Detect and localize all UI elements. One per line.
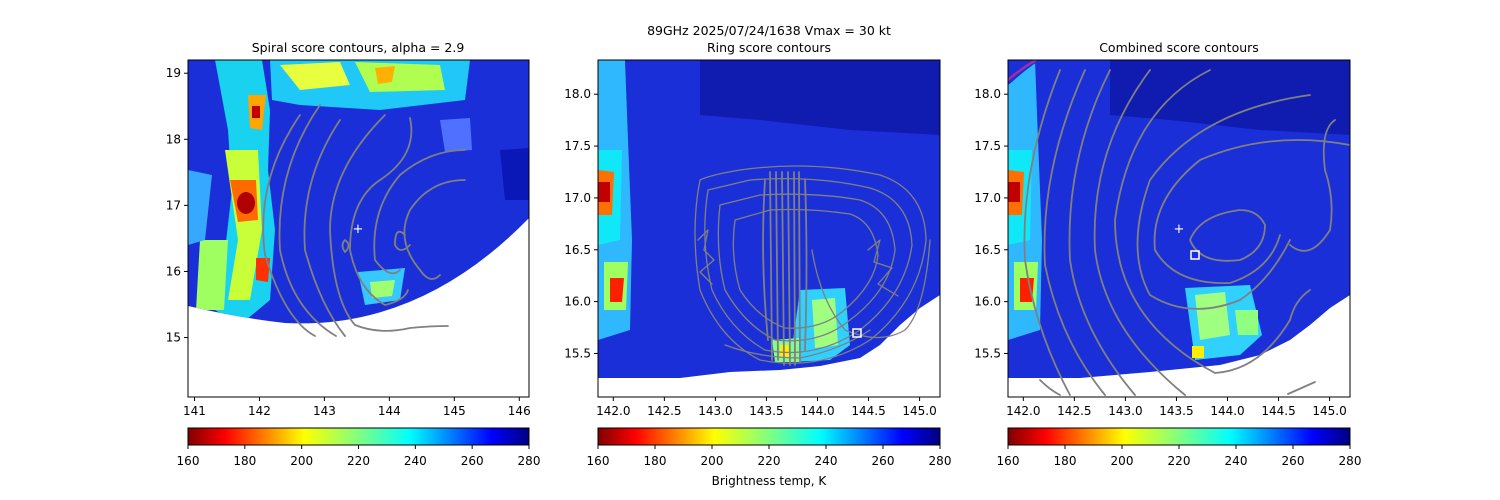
x-tick-label: 143.5 bbox=[1159, 404, 1193, 418]
y-tick-label: 17.0 bbox=[974, 191, 1001, 205]
y-tick-label: 17.5 bbox=[974, 139, 1001, 153]
colorbar-tick-label: 180 bbox=[1054, 454, 1077, 468]
colorbar-tick-label: 260 bbox=[872, 454, 895, 468]
colorbar-tick-label: 280 bbox=[929, 454, 952, 468]
y-tick-label: 16.0 bbox=[974, 295, 1001, 309]
colorbar-ring: 160 180 200 220 240 260 280 bbox=[587, 427, 952, 468]
x-tick-label: 144.0 bbox=[800, 404, 834, 418]
ring-contours bbox=[694, 165, 931, 366]
spiral-heatmap bbox=[188, 60, 529, 324]
colorbar-tick-label: 240 bbox=[404, 454, 427, 468]
y-tick-label: 16.5 bbox=[564, 243, 591, 257]
colorbar-tick-label: 280 bbox=[1339, 454, 1362, 468]
combined-heatmap bbox=[1008, 60, 1350, 378]
x-tick-label: 141 bbox=[183, 404, 206, 418]
x-tick-label: 146 bbox=[508, 404, 531, 418]
colorbar-tick-label: 180 bbox=[233, 454, 256, 468]
y-tick-label: 16.0 bbox=[564, 295, 591, 309]
ring-x-ticks: 142.0 142.5 143.0 143.5 144.0 144.5 145.0 bbox=[596, 397, 937, 418]
combined-center-marker: + bbox=[1174, 222, 1185, 237]
panel-combined: Combined score contours bbox=[974, 40, 1351, 418]
colorbar-ring-ticks: 160 180 200 220 240 260 280 bbox=[587, 445, 952, 468]
colorbar-tick-label: 200 bbox=[290, 454, 313, 468]
y-tick-label: 18.0 bbox=[974, 87, 1001, 101]
spiral-center-marker: + bbox=[353, 222, 364, 237]
y-tick-label: 15 bbox=[166, 331, 181, 345]
colorbar-combined-ticks: 160 180 200 220 240 260 280 bbox=[997, 445, 1362, 468]
combined-x-ticks: 142.0 142.5 143.0 143.5 144.0 144.5 145.0 bbox=[1006, 397, 1347, 418]
colorbar-tick-label: 200 bbox=[1111, 454, 1134, 468]
x-tick-label: 142.0 bbox=[596, 404, 630, 418]
x-tick-label: 143.0 bbox=[1108, 404, 1142, 418]
y-tick-label: 17.0 bbox=[564, 191, 591, 205]
x-tick-label: 144.5 bbox=[851, 404, 885, 418]
colorbar-spiral: 160 180 200 220 240 260 280 bbox=[177, 427, 541, 468]
colorbar-label: Brightness temp, K bbox=[712, 474, 828, 488]
colorbar-tick-label: 160 bbox=[997, 454, 1020, 468]
panel-ring: Ring score contours bbox=[564, 40, 941, 418]
ring-y-ticks: 15.5 16.0 16.5 17.0 17.5 18.0 bbox=[564, 87, 598, 360]
colorbar-tick-label: 260 bbox=[1282, 454, 1305, 468]
combined-square-marker bbox=[1190, 250, 1200, 260]
x-tick-label: 144 bbox=[378, 404, 401, 418]
x-tick-label: 143 bbox=[313, 404, 336, 418]
ring-image-area bbox=[598, 60, 940, 378]
combined-edge-line bbox=[1008, 60, 1037, 81]
y-tick-label: 17 bbox=[166, 198, 181, 212]
y-tick-label: 16.5 bbox=[974, 243, 1001, 257]
x-tick-label: 142.5 bbox=[647, 404, 681, 418]
x-tick-label: 143.5 bbox=[749, 404, 783, 418]
y-tick-label: 18.0 bbox=[564, 87, 591, 101]
colorbar-tick-label: 220 bbox=[758, 454, 781, 468]
x-tick-label: 145 bbox=[443, 404, 466, 418]
colorbar-tick-label: 160 bbox=[177, 454, 200, 468]
colorbar-tick-label: 280 bbox=[518, 454, 541, 468]
colorbar-tick-label: 160 bbox=[587, 454, 610, 468]
x-tick-label: 144.5 bbox=[1261, 404, 1295, 418]
panel-title-ring: Ring score contours bbox=[707, 40, 831, 55]
spiral-y-ticks: 15 16 17 18 19 bbox=[166, 66, 188, 345]
panel-spiral: Spiral score contours, alpha = 2.9 bbox=[166, 40, 531, 418]
combined-y-ticks: 15.5 16.0 16.5 17.0 17.5 18.0 bbox=[974, 87, 1008, 360]
colorbar-tick-label: 220 bbox=[1168, 454, 1191, 468]
spiral-image-area: + bbox=[188, 60, 529, 337]
x-tick-label: 142.5 bbox=[1057, 404, 1091, 418]
panel-title-spiral: Spiral score contours, alpha = 2.9 bbox=[252, 40, 465, 55]
colorbar-combined: 160 180 200 220 240 260 280 bbox=[997, 427, 1362, 468]
spiral-axes-frame bbox=[187, 59, 530, 398]
colorbar-tick-label: 240 bbox=[1225, 454, 1248, 468]
x-tick-label: 145.0 bbox=[1312, 404, 1346, 418]
colorbar-spiral-ticks: 160 180 200 220 240 260 280 bbox=[177, 445, 541, 468]
ring-heatmap bbox=[598, 60, 940, 378]
ring-axes-frame bbox=[597, 59, 941, 398]
x-tick-label: 143.0 bbox=[698, 404, 732, 418]
x-tick-label: 145.0 bbox=[902, 404, 936, 418]
colorbar-tick-label: 240 bbox=[815, 454, 838, 468]
panel-title-combined: Combined score contours bbox=[1099, 40, 1259, 55]
colorbar-tick-label: 260 bbox=[461, 454, 484, 468]
y-tick-label: 15.5 bbox=[564, 346, 591, 360]
y-tick-label: 15.5 bbox=[974, 346, 1001, 360]
x-tick-label: 144.0 bbox=[1210, 404, 1244, 418]
combined-axes-frame bbox=[1007, 59, 1351, 398]
colorbar-tick-label: 220 bbox=[347, 454, 370, 468]
spiral-contours bbox=[262, 104, 466, 337]
combined-contours bbox=[1023, 69, 1350, 396]
suptitle: 89GHz 2025/07/24/1638 Vmax = 30 kt bbox=[647, 23, 891, 38]
x-tick-label: 142.0 bbox=[1006, 404, 1040, 418]
colorbar-tick-label: 200 bbox=[701, 454, 724, 468]
colorbar-tick-label: 180 bbox=[644, 454, 667, 468]
y-tick-label: 17.5 bbox=[564, 139, 591, 153]
x-tick-label: 142 bbox=[248, 404, 271, 418]
y-tick-label: 16 bbox=[166, 264, 181, 278]
y-tick-label: 18 bbox=[166, 132, 181, 146]
y-tick-label: 19 bbox=[166, 66, 181, 80]
spiral-x-ticks: 141 142 143 144 145 146 bbox=[183, 397, 531, 418]
combined-image-area: + bbox=[1008, 60, 1350, 396]
ring-square-marker bbox=[852, 328, 862, 338]
